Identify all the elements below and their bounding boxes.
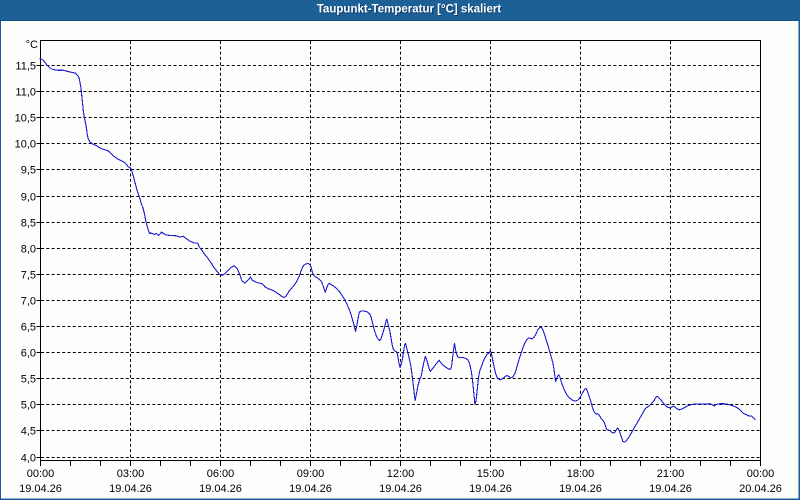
svg-text:03:00: 03:00 [117, 468, 145, 480]
svg-text:8,5: 8,5 [21, 218, 36, 230]
svg-text:10,0: 10,0 [15, 139, 36, 151]
svg-text:5,0: 5,0 [21, 400, 36, 412]
svg-text:19.04.26: 19.04.26 [379, 483, 422, 495]
svg-text:10,5: 10,5 [15, 113, 36, 125]
svg-text:09:00: 09:00 [297, 468, 325, 480]
svg-text:19.04.26: 19.04.26 [559, 483, 602, 495]
svg-text:19.04.26: 19.04.26 [199, 483, 242, 495]
svg-text:Taupunkt-Temperatur [°C] skali: Taupunkt-Temperatur [°C] skaliert [317, 4, 502, 16]
svg-text:21:00: 21:00 [657, 468, 685, 480]
svg-text:20.04.26: 20.04.26 [739, 483, 782, 495]
svg-text:6,0: 6,0 [21, 348, 36, 360]
svg-text:5,5: 5,5 [21, 374, 36, 386]
svg-text:19.04.26: 19.04.26 [289, 483, 332, 495]
svg-text:4,0: 4,0 [21, 453, 36, 465]
svg-text:15:00: 15:00 [477, 468, 505, 480]
svg-text:°C: °C [26, 39, 38, 51]
svg-text:12:00: 12:00 [387, 468, 415, 480]
svg-text:00:00: 00:00 [747, 468, 775, 480]
svg-text:7,0: 7,0 [21, 296, 36, 308]
svg-text:19.04.26: 19.04.26 [649, 483, 692, 495]
svg-text:18:00: 18:00 [567, 468, 595, 480]
svg-text:19.04.26: 19.04.26 [469, 483, 512, 495]
svg-text:9,5: 9,5 [21, 165, 36, 177]
svg-text:06:00: 06:00 [207, 468, 235, 480]
svg-text:11,5: 11,5 [15, 61, 36, 73]
svg-text:19.04.26: 19.04.26 [19, 483, 62, 495]
svg-text:00:00: 00:00 [27, 468, 55, 480]
svg-text:11,0: 11,0 [15, 87, 36, 99]
svg-text:4,5: 4,5 [21, 426, 36, 438]
svg-text:9,0: 9,0 [21, 192, 36, 204]
svg-text:6,5: 6,5 [21, 322, 36, 334]
svg-text:8,0: 8,0 [21, 244, 36, 256]
svg-text:19.04.26: 19.04.26 [109, 483, 152, 495]
svg-text:7,5: 7,5 [21, 270, 36, 282]
